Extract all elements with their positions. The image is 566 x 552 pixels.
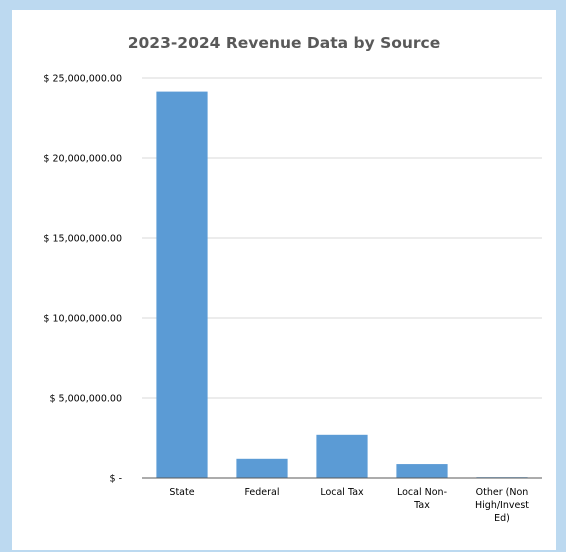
x-axis-category-labels: State Federal Local Tax Local Non-Tax Other … [169,487,529,524]
y-tick-label: $ 5,000,000.00 [49,394,122,405]
y-tick-label: $ - [110,474,123,485]
bar-federal [236,458,288,478]
gridlines [142,77,542,399]
y-tick-label: $ 15,000,000.00 [43,234,122,245]
y-tick-label: $ 25,000,000.00 [43,74,122,85]
bar-state [156,91,208,478]
bar-local-tax [316,434,368,478]
x-category-label: State [169,487,194,498]
y-tick-label: $ 10,000,000.00 [43,314,122,325]
bar-local-non-tax [396,464,448,478]
chart-title: 2023-2024 Revenue Data by Source [127,34,441,52]
x-category-label: Federal [244,487,279,498]
y-axis-tick-labels: $ - $ 5,000,000.00 $ 10,000,000.00 $ 15,000… [43,74,122,485]
x-category-label: Local Non-Tax [397,487,447,511]
bar-chart: $ - $ 5,000,000.00 $ 10,000,000.00 $ 15,000… [43,74,542,524]
bars [156,91,528,478]
x-category-label: Other (Non High/Invest Ed) [475,487,529,524]
x-category-label: Local Tax [320,487,364,498]
chart-frame: 2023-2024 Revenue Data by Source $ - $ 5,… [12,10,556,550]
y-tick-label: $ 20,000,000.00 [43,154,122,165]
